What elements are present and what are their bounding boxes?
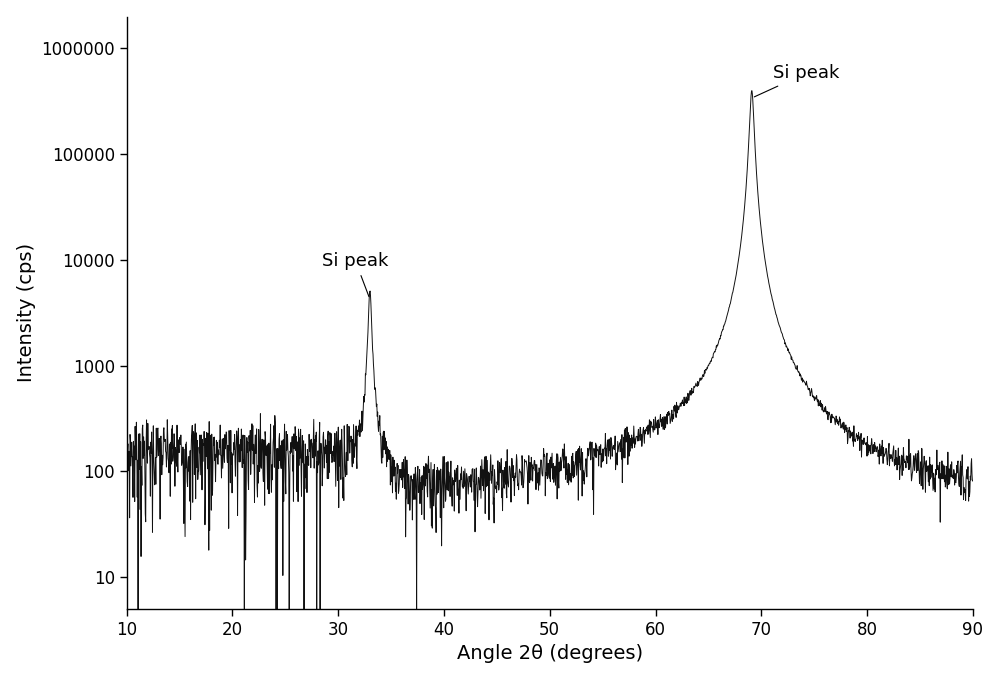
Text: Si peak: Si peak	[754, 64, 839, 97]
Y-axis label: Intensity (cps): Intensity (cps)	[17, 243, 36, 382]
X-axis label: Angle 2θ (degrees): Angle 2θ (degrees)	[457, 645, 643, 663]
Text: Si peak: Si peak	[322, 252, 389, 296]
